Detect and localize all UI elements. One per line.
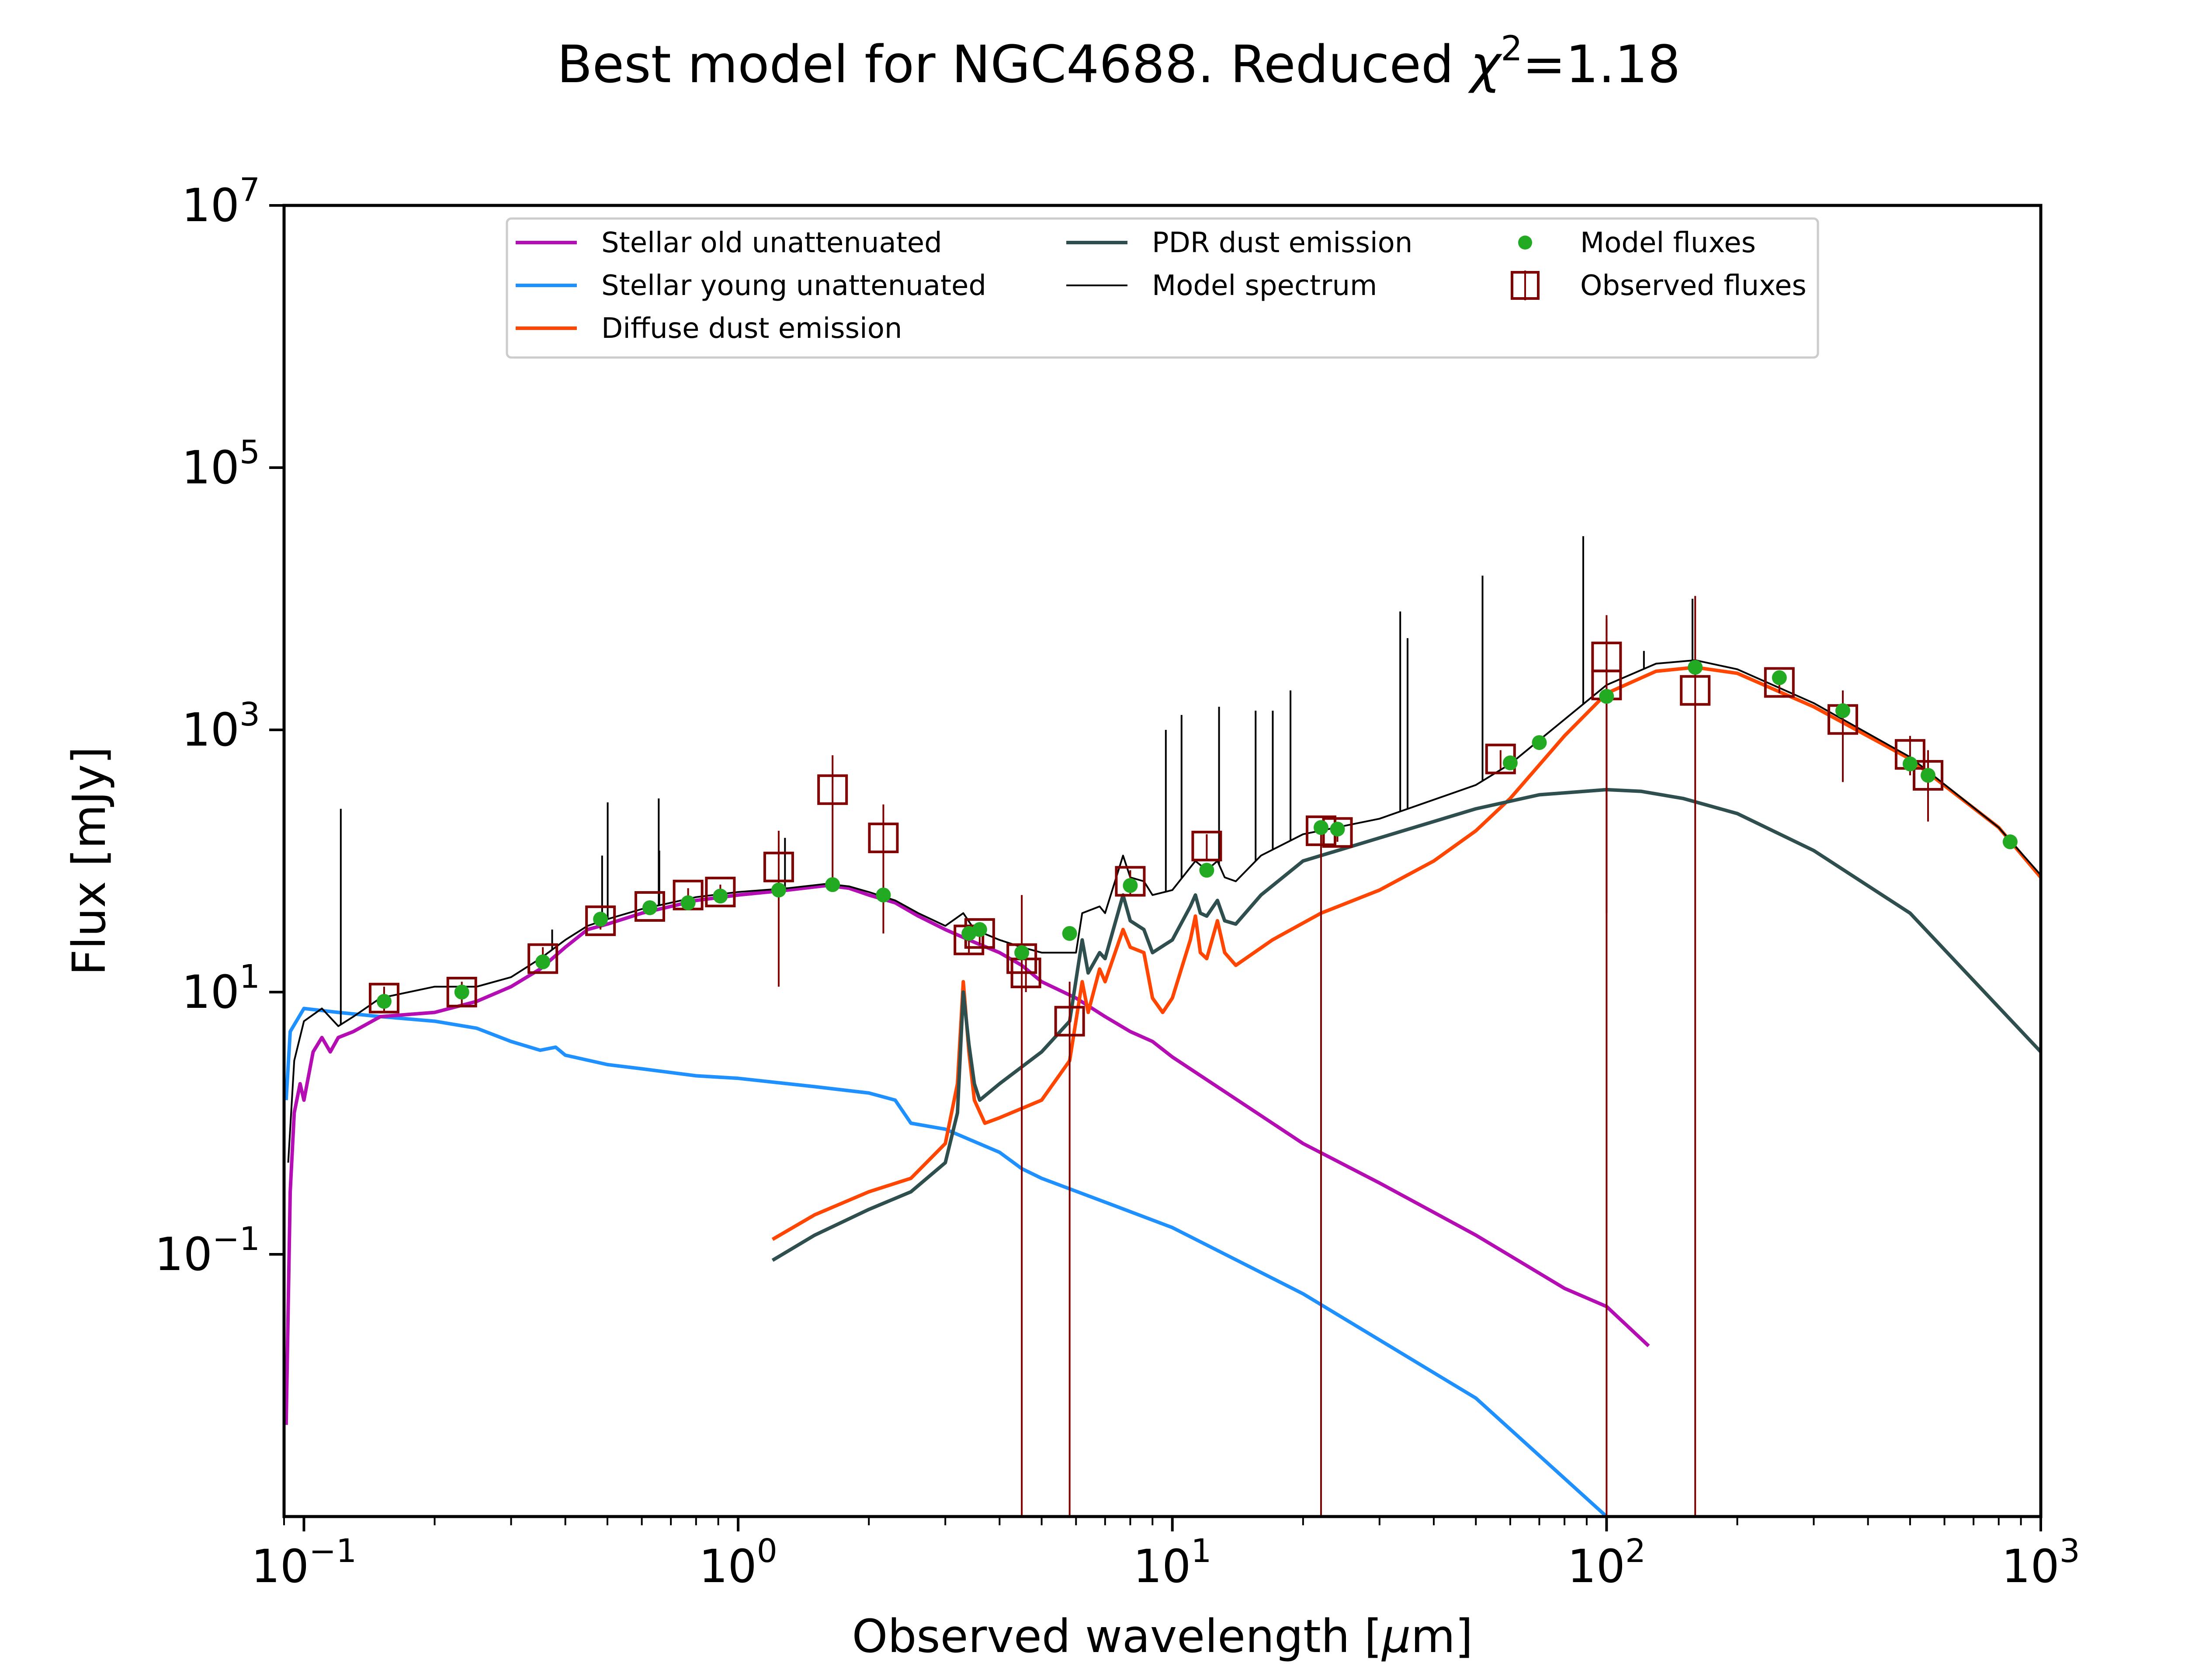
legend-swatch bbox=[1518, 236, 1532, 250]
y-tick-label: 107 bbox=[182, 171, 260, 232]
model-flux-point bbox=[642, 900, 657, 915]
model-flux-point bbox=[1330, 822, 1345, 837]
series-line-old bbox=[284, 884, 1650, 1425]
x-axis-label: Observed wavelength [μm] bbox=[852, 1610, 1473, 1663]
observed-flux-marker bbox=[1591, 642, 1622, 673]
legend-item-observed: Observed fluxes bbox=[1511, 270, 1807, 302]
series-line-young bbox=[284, 1007, 1608, 1517]
model-flux-point bbox=[376, 994, 392, 1009]
observed-flux-marker bbox=[1913, 760, 1944, 791]
observed-flux-marker bbox=[1191, 830, 1222, 861]
y-axis: 10−1 101 103 105 107 bbox=[155, 171, 284, 1281]
model-flux-point bbox=[2002, 834, 2018, 850]
y-tick-label: 10−1 bbox=[155, 1220, 260, 1281]
model-flux-point bbox=[1599, 689, 1614, 704]
legend-label: Stellar old unattenuated bbox=[601, 227, 942, 259]
model-flux-point bbox=[1835, 703, 1850, 719]
plot-frame bbox=[282, 204, 2043, 1518]
legend-item-old: Stellar old unattenuated bbox=[516, 227, 942, 259]
observed-flux-marker bbox=[1115, 866, 1146, 897]
x-tick-label: 101 bbox=[1133, 1532, 1211, 1593]
legend-label: Observed fluxes bbox=[1580, 270, 1807, 302]
observed-flux-marker bbox=[868, 823, 899, 854]
x-axis: 10−1 100 101 102 103 bbox=[251, 1517, 2080, 1593]
observed-flux-marker bbox=[1010, 958, 1041, 989]
model-flux-point bbox=[1502, 755, 1518, 771]
model-flux-point bbox=[1199, 863, 1214, 878]
x-tick-label: 102 bbox=[1568, 1532, 1646, 1593]
legend-label: Model fluxes bbox=[1580, 227, 1756, 259]
legend-label: Model spectrum bbox=[1152, 270, 1377, 302]
legend-item-model: Model spectrum bbox=[1066, 270, 1377, 302]
observed-flux-marker bbox=[1680, 675, 1711, 706]
observed-flux-marker bbox=[527, 943, 558, 974]
model-flux-point bbox=[1123, 878, 1138, 893]
y-axis-label: Flux [mJy] bbox=[62, 746, 116, 975]
model-flux-point bbox=[593, 912, 608, 927]
model-flux-point bbox=[713, 889, 728, 904]
series-line-model bbox=[287, 659, 2041, 1163]
model-flux-point bbox=[454, 985, 469, 1000]
model-flux-point bbox=[1313, 820, 1328, 835]
observed-flux-marker bbox=[446, 977, 477, 1007]
chart-title: Best model for NGC4688. Reduced χ2=1.18 bbox=[557, 29, 1681, 94]
observed-flux-marker bbox=[368, 982, 399, 1014]
y-tick-label: 101 bbox=[182, 958, 260, 1019]
model-flux-point bbox=[876, 887, 891, 902]
model-flux-point bbox=[1532, 735, 1547, 750]
y-tick-label: 103 bbox=[182, 696, 260, 757]
legend-label: PDR dust emission bbox=[1152, 227, 1412, 259]
model-flux-point bbox=[771, 882, 786, 898]
model-flux-point bbox=[535, 954, 551, 969]
legend-item-diffuse: Diffuse dust emission bbox=[516, 312, 902, 345]
observed-flux-marker bbox=[585, 905, 616, 936]
model-flux-point bbox=[1014, 945, 1030, 960]
x-tick-label: 103 bbox=[2001, 1532, 2080, 1593]
x-tick-label: 10−1 bbox=[251, 1532, 357, 1593]
observed-flux-marker bbox=[1054, 1006, 1085, 1037]
observed-flux-marker bbox=[1764, 667, 1795, 698]
legend-item-model_fluxes: Model fluxes bbox=[1518, 227, 1756, 259]
plot-content bbox=[284, 536, 2041, 1517]
model-flux-point bbox=[1902, 756, 1918, 771]
observed-flux-marker bbox=[763, 851, 794, 882]
legend-label: Diffuse dust emission bbox=[601, 312, 902, 345]
model-flux-point bbox=[1688, 660, 1703, 675]
series-line-pdr bbox=[771, 788, 2041, 1262]
legend: Stellar old unattenuated Stellar young un… bbox=[506, 217, 1819, 359]
model-flux-point bbox=[680, 895, 696, 910]
model-flux-point bbox=[972, 922, 987, 937]
legend-item-young: Stellar young unattenuated bbox=[516, 270, 986, 302]
legend-item-pdr: PDR dust emission bbox=[1066, 227, 1412, 259]
observed-flux-marker bbox=[817, 774, 848, 805]
model-flux-point bbox=[1921, 768, 1936, 783]
observed-flux-marker bbox=[954, 924, 985, 955]
legend-label: Stellar young unattenuated bbox=[601, 270, 986, 302]
observed-flux-marker bbox=[705, 876, 736, 907]
legend-swatch bbox=[1511, 271, 1540, 300]
observed-flux-marker bbox=[634, 891, 665, 922]
y-tick-label: 105 bbox=[182, 434, 260, 494]
model-flux-point bbox=[1772, 670, 1787, 685]
model-flux-point bbox=[825, 877, 840, 892]
legend-box bbox=[506, 217, 1819, 359]
x-tick-label: 100 bbox=[699, 1532, 777, 1593]
model-flux-point bbox=[1062, 926, 1077, 941]
